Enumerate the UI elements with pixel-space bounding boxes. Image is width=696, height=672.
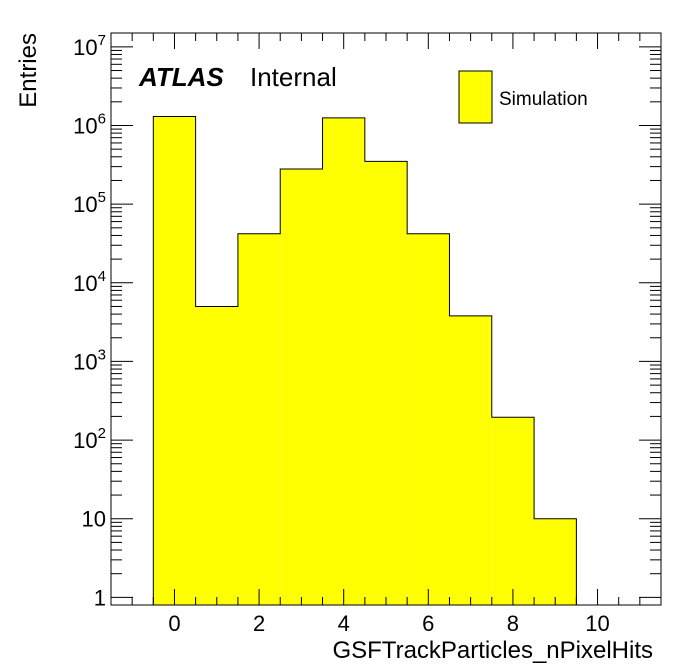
x-tick-label: 8 — [507, 611, 519, 636]
y-tick-label: 106 — [73, 110, 106, 138]
atlas-sublabel: Internal — [250, 62, 337, 92]
histogram-bar — [534, 518, 577, 605]
x-axis-label: GSFTrackParticles_nPixelHits — [332, 637, 653, 664]
histogram-bar — [449, 315, 492, 605]
y-tick-label: 105 — [73, 189, 106, 217]
legend: Simulation — [458, 70, 588, 124]
histogram-bar — [237, 233, 281, 606]
histogram-bar — [407, 233, 450, 606]
histogram-bar — [491, 417, 535, 605]
y-tick-labels: 1 10 102 103 104 105 106 107 — [73, 32, 106, 611]
y-tick-label: 104 — [73, 268, 106, 296]
axis-ticks — [110, 33, 662, 605]
x-tick-label: 10 — [585, 611, 609, 636]
y-axis-label: Entries — [15, 33, 42, 108]
histogram-bar — [153, 116, 196, 605]
y-tick-label: 10 — [82, 507, 106, 532]
legend-label: Simulation — [499, 89, 588, 110]
y-tick-label: 103 — [73, 346, 106, 374]
x-tick-label: 2 — [253, 611, 265, 636]
x-tick-labels: 0 2 4 6 8 10 — [168, 611, 609, 636]
histogram-bar — [280, 168, 323, 606]
y-tick-label: 102 — [73, 425, 106, 453]
x-tick-label: 6 — [422, 611, 434, 636]
histogram-bar — [364, 161, 408, 605]
x-tick-label: 4 — [338, 611, 350, 636]
legend-swatch — [458, 70, 493, 124]
atlas-label: ATLAS — [138, 62, 224, 92]
histogram-bar — [195, 306, 238, 605]
y-tick-label: 107 — [73, 32, 106, 60]
histogram-bar — [322, 117, 365, 606]
x-tick-label: 0 — [168, 611, 180, 636]
y-tick-label: 1 — [94, 585, 106, 610]
histogram-bars — [152, 116, 577, 606]
histogram-outline — [152, 116, 577, 605]
